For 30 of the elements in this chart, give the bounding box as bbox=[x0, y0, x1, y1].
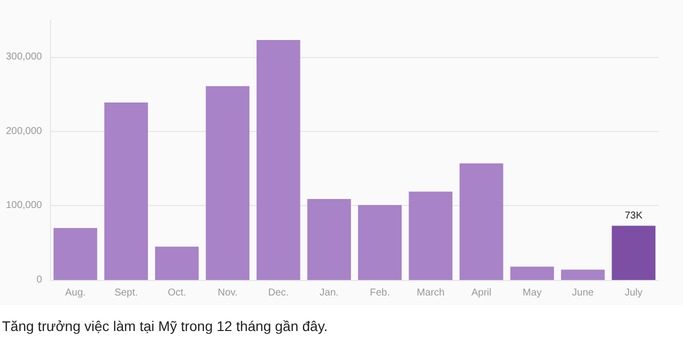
x-tick-label: Sept. bbox=[114, 288, 138, 298]
bar bbox=[510, 266, 554, 280]
bar bbox=[206, 86, 250, 280]
bar bbox=[54, 228, 98, 280]
x-tick-label: Jan. bbox=[320, 288, 339, 298]
bar bbox=[256, 40, 300, 280]
x-tick-label: Feb. bbox=[370, 288, 390, 298]
x-tick-label: Oct. bbox=[168, 288, 186, 298]
x-tick-label: June bbox=[572, 288, 594, 298]
bar bbox=[155, 246, 199, 280]
bar bbox=[612, 226, 656, 280]
y-tick-label: 300,000 bbox=[6, 52, 42, 63]
x-tick-label: Nov. bbox=[218, 288, 238, 298]
bar bbox=[408, 192, 452, 280]
y-tick-label: 0 bbox=[36, 274, 42, 286]
text: Tăng trưởng việc làm tại Mỹ trong 12 tháng gần đây. bbox=[2, 318, 328, 334]
x-tick-label: May bbox=[522, 288, 542, 298]
y-tick-label: 200,000 bbox=[6, 126, 42, 137]
x-tick-label: Aug. bbox=[65, 288, 86, 298]
bar bbox=[460, 163, 504, 280]
bar bbox=[104, 102, 148, 280]
y-tick-label: 100,000 bbox=[6, 200, 42, 212]
x-tick-label: July bbox=[624, 288, 643, 298]
data-label: 73K bbox=[624, 210, 643, 222]
bar bbox=[561, 270, 605, 280]
x-tick-label: March bbox=[416, 288, 445, 298]
bar bbox=[307, 199, 351, 280]
bar bbox=[358, 204, 402, 280]
x-tick-label: April bbox=[471, 288, 492, 298]
x-tick-label: Dec. bbox=[268, 288, 289, 298]
